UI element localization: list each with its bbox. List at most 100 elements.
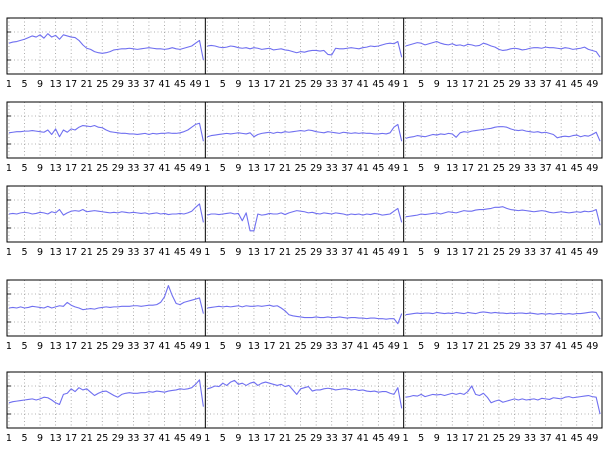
x-tick-label: 1 bbox=[204, 247, 210, 258]
x-tick-label: 41 bbox=[357, 247, 369, 258]
x-tick-label: 9 bbox=[37, 79, 43, 90]
x-tick-label: 49 bbox=[190, 433, 202, 444]
x-tick-label: 5 bbox=[220, 433, 226, 444]
x-tick-label: 13 bbox=[446, 341, 458, 352]
x-tick-label: 25 bbox=[96, 79, 108, 90]
x-tick-label: 21 bbox=[279, 341, 291, 352]
x-tick-label: 33 bbox=[326, 341, 338, 352]
x-tick-label: 41 bbox=[158, 341, 170, 352]
x-tick-label: 45 bbox=[571, 247, 583, 258]
x-tick-label: 9 bbox=[434, 163, 440, 174]
x-tick-label: 41 bbox=[555, 247, 567, 258]
x-tick-label: 41 bbox=[555, 433, 567, 444]
x-tick-label: 21 bbox=[81, 433, 93, 444]
x-tick-label: 13 bbox=[446, 163, 458, 174]
x-tick-label: 41 bbox=[158, 247, 170, 258]
x-tick-label: 49 bbox=[586, 341, 598, 352]
x-tick-label: 1 bbox=[403, 247, 409, 258]
x-tick-label: 13 bbox=[248, 433, 260, 444]
x-tick-label: 29 bbox=[112, 247, 124, 258]
x-tick-label: 1 bbox=[6, 433, 12, 444]
x-tick-label: 37 bbox=[143, 341, 155, 352]
x-tick-label: 49 bbox=[190, 79, 202, 90]
x-tick-label: 45 bbox=[372, 163, 384, 174]
x-tick-label: 9 bbox=[235, 163, 241, 174]
x-tick-label: 49 bbox=[190, 247, 202, 258]
x-tick-label: 29 bbox=[112, 341, 124, 352]
x-tick-label: 9 bbox=[434, 79, 440, 90]
x-tick-label: 29 bbox=[508, 79, 520, 90]
x-tick-label: 45 bbox=[571, 433, 583, 444]
x-tick-label: 37 bbox=[143, 247, 155, 258]
x-tick-label: 17 bbox=[462, 341, 474, 352]
x-tick-label: 41 bbox=[555, 163, 567, 174]
x-tick-label: 41 bbox=[555, 79, 567, 90]
x-tick-label: 13 bbox=[248, 341, 260, 352]
x-tick-label: 37 bbox=[341, 247, 353, 258]
x-tick-label: 5 bbox=[21, 247, 27, 258]
x-tick-label: 33 bbox=[127, 433, 139, 444]
series-line bbox=[8, 285, 204, 314]
x-tick-label: 49 bbox=[388, 341, 400, 352]
x-tick-label: 45 bbox=[571, 79, 583, 90]
x-tick-label: 17 bbox=[263, 247, 275, 258]
series-line bbox=[207, 40, 403, 58]
x-tick-label: 5 bbox=[418, 79, 424, 90]
series-line bbox=[207, 207, 403, 232]
x-tick-label: 13 bbox=[50, 163, 62, 174]
x-tick-label: 17 bbox=[263, 79, 275, 90]
x-tick-label: 33 bbox=[524, 341, 536, 352]
x-tick-label: 13 bbox=[50, 433, 62, 444]
x-tick-label: 21 bbox=[81, 341, 93, 352]
x-tick-label: 21 bbox=[279, 79, 291, 90]
x-tick-label: 37 bbox=[540, 247, 552, 258]
x-tick-label: 17 bbox=[263, 433, 275, 444]
row-frame bbox=[6, 371, 603, 429]
x-tick-label: 21 bbox=[477, 79, 489, 90]
x-tick-label: 33 bbox=[524, 163, 536, 174]
x-tick-label: 1 bbox=[6, 247, 12, 258]
x-tick-label: 21 bbox=[81, 79, 93, 90]
row-frame bbox=[6, 17, 603, 75]
x-tick-label: 29 bbox=[508, 341, 520, 352]
x-tick-label: 5 bbox=[418, 247, 424, 258]
series-line bbox=[405, 126, 601, 142]
x-tick-label: 45 bbox=[174, 247, 186, 258]
x-tick-label: 17 bbox=[462, 433, 474, 444]
x-tick-label: 13 bbox=[248, 247, 260, 258]
x-tick-label: 25 bbox=[295, 163, 307, 174]
x-tick-label: 45 bbox=[372, 79, 384, 90]
x-tick-label: 5 bbox=[418, 341, 424, 352]
x-tick-label: 49 bbox=[388, 433, 400, 444]
x-tick-label: 21 bbox=[477, 341, 489, 352]
x-tick-label: 25 bbox=[493, 433, 505, 444]
x-tick-label: 1 bbox=[403, 341, 409, 352]
x-tick-label: 1 bbox=[6, 79, 12, 90]
x-tick-label: 1 bbox=[6, 163, 12, 174]
x-tick-label: 1 bbox=[204, 433, 210, 444]
x-tick-label: 29 bbox=[112, 163, 124, 174]
x-tick-label: 45 bbox=[571, 341, 583, 352]
x-tick-label: 33 bbox=[326, 247, 338, 258]
x-tick-label: 29 bbox=[310, 433, 322, 444]
x-tick-label: 17 bbox=[65, 341, 77, 352]
x-tick-label: 5 bbox=[21, 163, 27, 174]
series-line bbox=[8, 33, 204, 61]
x-tick-label: 17 bbox=[65, 247, 77, 258]
x-tick-label: 37 bbox=[540, 163, 552, 174]
x-tick-label: 9 bbox=[235, 433, 241, 444]
x-tick-label: 37 bbox=[341, 79, 353, 90]
x-tick-label: 41 bbox=[357, 433, 369, 444]
x-tick-label: 29 bbox=[112, 433, 124, 444]
x-tick-label: 1 bbox=[403, 79, 409, 90]
x-tick-label: 49 bbox=[388, 79, 400, 90]
x-tick-label: 21 bbox=[477, 163, 489, 174]
x-tick-label: 29 bbox=[112, 79, 124, 90]
x-tick-label: 29 bbox=[310, 163, 322, 174]
x-tick-label: 45 bbox=[174, 341, 186, 352]
x-tick-label: 37 bbox=[540, 341, 552, 352]
x-tick-label: 41 bbox=[158, 433, 170, 444]
x-tick-label: 33 bbox=[326, 433, 338, 444]
x-tick-label: 5 bbox=[21, 341, 27, 352]
x-tick-label: 1 bbox=[403, 163, 409, 174]
